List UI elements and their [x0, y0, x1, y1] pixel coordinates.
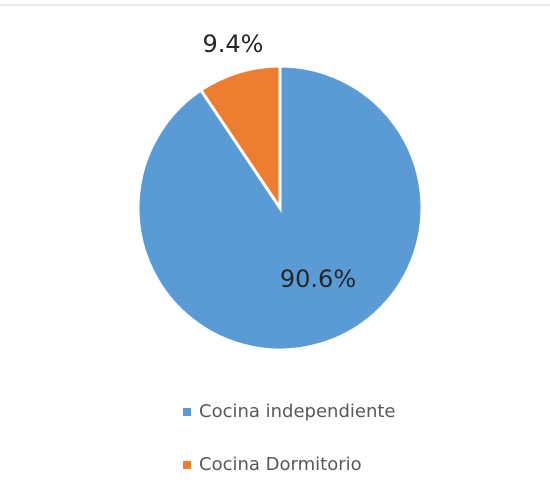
- legend-label: Cocina independiente: [199, 401, 396, 422]
- legend-swatch: [183, 461, 191, 469]
- legend-label: Cocina Dormitorio: [199, 454, 362, 475]
- legend-swatch: [183, 408, 191, 416]
- data-label: 9.4%: [203, 30, 264, 58]
- pie-slice: [198, 64, 282, 213]
- data-label: 90.6%: [280, 265, 356, 293]
